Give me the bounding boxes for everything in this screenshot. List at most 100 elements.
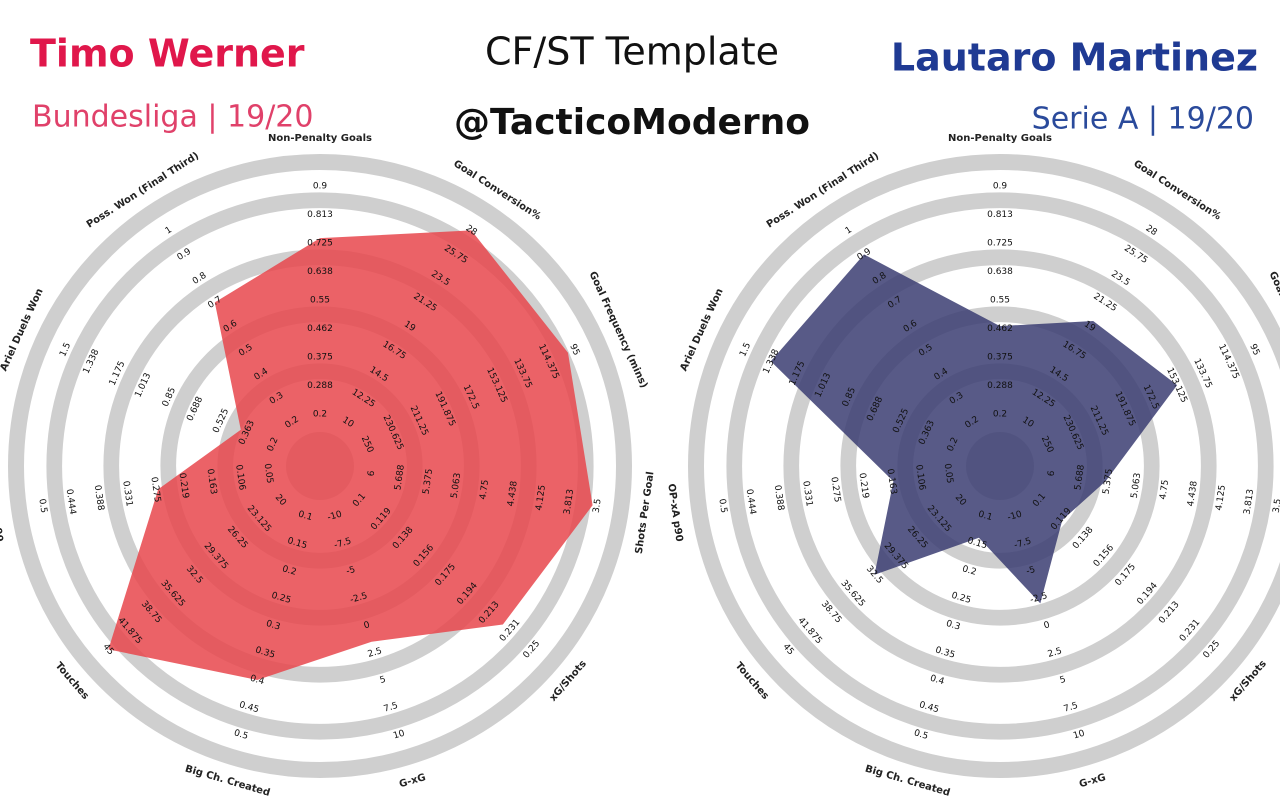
ring: [840, 306, 1160, 626]
tick-label: -10: [1006, 509, 1023, 523]
ring: [726, 192, 1274, 740]
tick-label: 0.163: [885, 468, 899, 495]
tick-label: 0.638: [987, 267, 1013, 277]
axis-label: Shots Per Goal: [634, 471, 657, 555]
tick-label: 0.5: [36, 498, 48, 514]
tick-label: 5.063: [1130, 472, 1144, 499]
tick-label: 4.75: [1158, 479, 1171, 500]
radar-chart: 0.20.2880.3750.4620.550.6380.7250.8130.9…: [0, 133, 657, 799]
tick-label: 0: [363, 620, 372, 631]
tick-label: 5.375: [422, 468, 436, 495]
tick-label: 0.375: [307, 353, 333, 363]
tick-label: 7.5: [383, 701, 400, 715]
radar-area: [770, 254, 1178, 604]
tick-label: 95: [567, 343, 581, 358]
tick-label: 0.331: [800, 480, 814, 507]
tick-label: 1: [844, 225, 854, 237]
tick-label: 0.106: [233, 464, 247, 491]
tick-label: 4.125: [1214, 484, 1228, 511]
player-league: Serie A | 19/20: [1032, 102, 1254, 137]
tick-label: 5.688: [393, 464, 407, 491]
tick-label: 2.5: [367, 646, 384, 660]
tick-label: 6: [367, 470, 378, 477]
tick-label: 5.375: [1102, 468, 1116, 495]
template-title: CF/ST Template: [485, 30, 779, 74]
tick-label: 0.462: [307, 324, 333, 334]
tick-label: 0.5: [233, 728, 250, 742]
tick-label: 0.3: [265, 619, 282, 633]
tick-label: 4.125: [534, 484, 548, 511]
tick-label: 3.5: [1272, 498, 1280, 514]
axis-label: Non-Penalty Goals: [948, 133, 1052, 144]
tick-label: 0.275: [148, 476, 162, 503]
tick-label: 0.4: [249, 674, 266, 688]
tick-label: 0: [1043, 620, 1052, 631]
tick-label: -5: [1025, 565, 1036, 577]
tick-label: 6: [1047, 470, 1058, 477]
tick-label: 0.05: [262, 463, 275, 484]
tick-label: 0.2: [281, 564, 298, 578]
tick-label: 0.219: [856, 472, 870, 499]
tick-label: -7.5: [333, 536, 353, 551]
tick-label: 95: [1247, 343, 1261, 358]
tick-label: 1: [164, 225, 174, 237]
ring: [688, 154, 1280, 778]
ring: [783, 249, 1217, 683]
tick-label: 3.813: [563, 488, 577, 515]
tick-label: 3.5: [592, 498, 604, 514]
tick-label: -2.5: [1029, 591, 1049, 606]
tick-label: -7.5: [1013, 536, 1033, 551]
tick-label: 0.444: [744, 488, 758, 515]
tick-label: 0.5: [716, 498, 728, 514]
tick-label: 5.063: [450, 472, 464, 499]
tick-label: 0.725: [987, 239, 1013, 249]
tick-label: 0.219: [176, 472, 190, 499]
tick-label: 0.813: [307, 210, 333, 220]
axis-label: OP-xA p90: [0, 483, 4, 543]
tick-label: 2.5: [1047, 646, 1064, 660]
tick-label: 7.5: [1063, 701, 1080, 715]
tick-label: 0.9: [993, 182, 1008, 192]
tick-label: 0.163: [205, 468, 219, 495]
radar-area: [108, 230, 593, 680]
tick-label: 0.462: [987, 324, 1013, 334]
tick-label: -2.5: [349, 591, 369, 606]
axis-label: Non-Penalty Goals: [268, 133, 372, 144]
tick-label: 0.55: [310, 296, 330, 306]
tick-label: 10: [1072, 729, 1086, 742]
tick-label: 4.438: [506, 480, 520, 507]
tick-label: 0.2: [313, 410, 327, 420]
tick-label: 4.75: [478, 479, 491, 500]
tick-label: 0.2: [961, 564, 978, 578]
tick-label: 0.444: [64, 488, 78, 515]
tick-label: 0.725: [307, 239, 333, 249]
tick-label: 0.331: [120, 480, 134, 507]
tick-label: -10: [326, 509, 343, 523]
tick-label: 0.2: [993, 410, 1007, 420]
tick-label: 0.1: [297, 510, 314, 524]
tick-label: 0.288: [987, 381, 1013, 391]
axis-label: OP-xA p90: [665, 483, 684, 543]
tick-label: 3.813: [1243, 488, 1257, 515]
tick-label: 0.813: [987, 210, 1013, 220]
tick-label: 0.106: [913, 464, 927, 491]
tick-label: 0.288: [307, 381, 333, 391]
player-name: Timo Werner: [30, 32, 305, 76]
tick-label: 10: [392, 729, 406, 742]
radar-chart: 0.20.2880.3750.4620.550.6380.7250.8130.9…: [665, 133, 1280, 799]
tick-label: -5: [345, 565, 356, 577]
tick-label: 0.388: [772, 484, 786, 511]
tick-label: 5: [379, 675, 387, 686]
tick-label: 4.438: [1186, 480, 1200, 507]
tick-label: 0.1: [977, 510, 994, 524]
credit: @TacticoModerno: [454, 102, 810, 143]
tick-label: 0.4: [929, 674, 946, 688]
tick-label: 0.388: [92, 484, 106, 511]
tick-label: 5: [1059, 675, 1067, 686]
player-league: Bundesliga | 19/20: [32, 100, 313, 135]
tick-label: 0.275: [828, 476, 842, 503]
tick-label: 0.55: [990, 296, 1010, 306]
tick-label: 0.3: [945, 619, 962, 633]
tick-label: 0.638: [307, 267, 333, 277]
